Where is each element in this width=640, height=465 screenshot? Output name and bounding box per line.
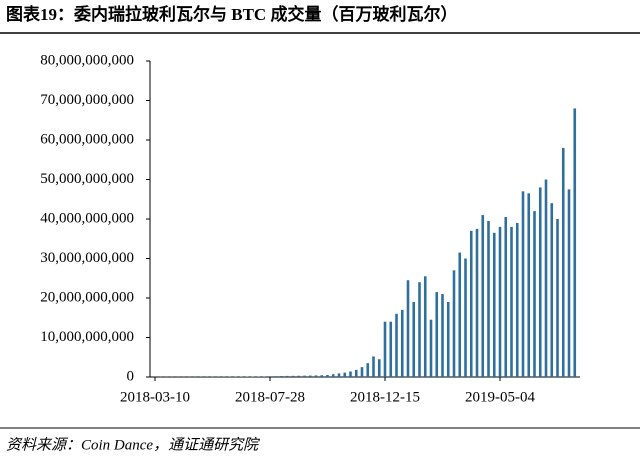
x-tick-label: 2018-03-10 (120, 389, 190, 405)
bar (372, 356, 375, 377)
y-tick-label: 80,000,000,000 (40, 52, 134, 68)
bar (285, 375, 289, 377)
bar (469, 230, 473, 377)
y-tick-label: 20,000,000,000 (40, 289, 134, 305)
bar (561, 147, 565, 377)
bar (268, 376, 272, 377)
bar (326, 375, 329, 377)
bar (308, 375, 312, 377)
bar (412, 301, 416, 377)
bar (504, 217, 508, 377)
bar (475, 228, 479, 377)
bar (343, 372, 347, 377)
x-tick-label: 2018-07-28 (235, 389, 305, 405)
bar (487, 220, 490, 377)
bar (538, 187, 542, 377)
bar (446, 301, 450, 377)
bar (337, 373, 341, 377)
bar (464, 258, 467, 377)
bar (550, 203, 554, 377)
source-note: 资料来源：Coin Dance，通证通研究院 (6, 436, 260, 453)
bar (527, 193, 531, 377)
bar (395, 313, 398, 377)
bar (320, 375, 324, 377)
bar (377, 359, 381, 377)
bar (492, 232, 496, 377)
bar (510, 226, 513, 377)
bar (435, 292, 439, 377)
bar (354, 369, 358, 377)
bar (544, 179, 548, 377)
bar (389, 321, 393, 377)
y-tick-label: 40,000,000,000 (40, 210, 134, 226)
bar (521, 191, 525, 377)
bar (400, 309, 404, 377)
bar (452, 270, 456, 377)
bar (481, 215, 485, 377)
bar (383, 321, 387, 377)
bar (429, 319, 433, 377)
bar (349, 371, 352, 377)
y-tick-label: 70,000,000,000 (40, 92, 134, 108)
bar (366, 363, 370, 377)
bar (515, 222, 519, 377)
bar (360, 367, 364, 377)
bar (280, 376, 283, 377)
y-tick-label: 60,000,000,000 (40, 131, 134, 147)
bar (297, 375, 301, 377)
bar (418, 282, 421, 377)
bar (458, 252, 462, 377)
y-tick-label: 30,000,000,000 (40, 250, 134, 266)
bar (274, 376, 278, 377)
chart-title: 图表19：委内瑞拉玻利瓦尔与 BTC 成交量（百万玻利瓦尔） (6, 4, 457, 24)
y-tick-label: 10,000,000,000 (40, 329, 134, 345)
y-tick-label: 50,000,000,000 (40, 171, 134, 187)
bar (406, 280, 410, 377)
bar (498, 226, 502, 377)
x-tick-label: 2018-12-15 (350, 389, 420, 405)
bar (423, 276, 427, 377)
bar (556, 219, 559, 377)
x-tick-label: 2019-05-04 (465, 389, 535, 405)
bar (257, 376, 260, 377)
bar (262, 376, 266, 377)
bar (441, 294, 444, 377)
bar (331, 374, 335, 377)
bar (314, 375, 318, 377)
bar (573, 108, 577, 378)
bar (303, 375, 306, 377)
bar (291, 375, 295, 377)
bar (533, 211, 536, 377)
y-tick-label: 0 (127, 368, 135, 384)
bar (567, 189, 571, 377)
